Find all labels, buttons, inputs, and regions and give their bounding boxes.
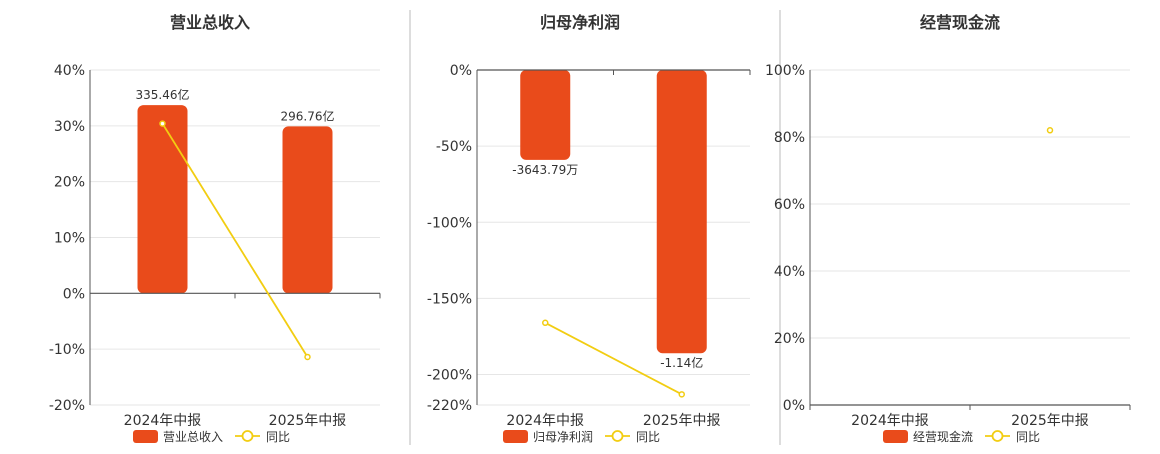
legend-bar-label: 营业总收入	[163, 430, 223, 444]
bar-data-label: -3643.79万	[512, 163, 578, 177]
bar-data-label: 335.46亿	[136, 87, 190, 102]
y-tick-label: 40%	[54, 63, 85, 79]
y-tick-label: 0%	[63, 286, 85, 302]
bar	[520, 70, 571, 160]
legend-line-marker	[991, 430, 1004, 442]
chart-title: 营业总收入	[170, 13, 250, 32]
legend-line-label: 同比	[1016, 430, 1040, 444]
x-category-label: 2025年中报	[269, 413, 347, 429]
chart-panel-1: 营业总收入 40% 30% 20% 10% 0% -10% -20% 335.46亿 296.76…	[49, 13, 381, 444]
y-tick-label: 20%	[54, 175, 85, 191]
y-tick-label: 30%	[54, 119, 85, 135]
series-point-yoy	[159, 120, 166, 127]
bar	[137, 105, 188, 294]
y-tick-label: -220%	[427, 398, 472, 414]
series-line-yoy	[161, 123, 309, 358]
legend-line-label: 同比	[636, 430, 660, 444]
y-tick-label: 80%	[774, 130, 805, 146]
legend-bar-swatch	[133, 430, 158, 443]
legend-line-label: 同比	[266, 430, 290, 444]
series-point-yoy	[1046, 127, 1054, 134]
y-tick-label: -10%	[49, 342, 85, 358]
series-point-yoy	[542, 319, 549, 327]
bar	[282, 126, 333, 294]
x-category-label: 2024年中报	[124, 413, 202, 429]
legend-bar-label: 经营现金流	[913, 429, 973, 444]
y-tick-label: 0%	[783, 398, 805, 414]
y-tick-label: -50%	[436, 139, 472, 155]
x-category-label: 2024年中报	[506, 413, 584, 429]
legend-line-marker	[241, 430, 254, 442]
series-point-yoy	[304, 353, 311, 361]
chart-title: 归母净利润	[540, 13, 620, 32]
y-tick-label: -20%	[49, 398, 85, 414]
y-tick-label: 10%	[54, 231, 85, 247]
x-category-label: 2025年中报	[643, 413, 721, 429]
legend-line-marker	[611, 430, 624, 442]
series-line-yoy	[544, 321, 683, 396]
legend-bar-label: 归母净利润	[533, 430, 593, 444]
x-category-label: 2024年中报	[851, 413, 929, 429]
y-tick-label: -100%	[427, 215, 472, 231]
bar-data-label: -1.14亿	[660, 355, 703, 370]
chart-title: 经营现金流	[920, 13, 1000, 32]
legend-bar-swatch	[883, 430, 908, 443]
series-point-yoy	[678, 391, 685, 398]
legend-bar-swatch	[503, 430, 528, 443]
y-tick-label: 100%	[765, 63, 805, 79]
bar-data-label: 296.76亿	[281, 108, 335, 123]
y-tick-label: 40%	[774, 264, 805, 280]
y-tick-label: 60%	[774, 197, 805, 213]
chart-panel-2: 归母净利润 0% -50% -100% -150% -200% -220% -3643.79万…	[427, 13, 751, 444]
y-tick-label: -150%	[427, 291, 472, 307]
x-category-label: 2025年中报	[1011, 413, 1089, 429]
y-tick-label: 20%	[774, 331, 805, 347]
bar	[656, 70, 707, 354]
y-tick-label: 0%	[450, 63, 472, 79]
y-tick-label: -200%	[427, 368, 472, 384]
